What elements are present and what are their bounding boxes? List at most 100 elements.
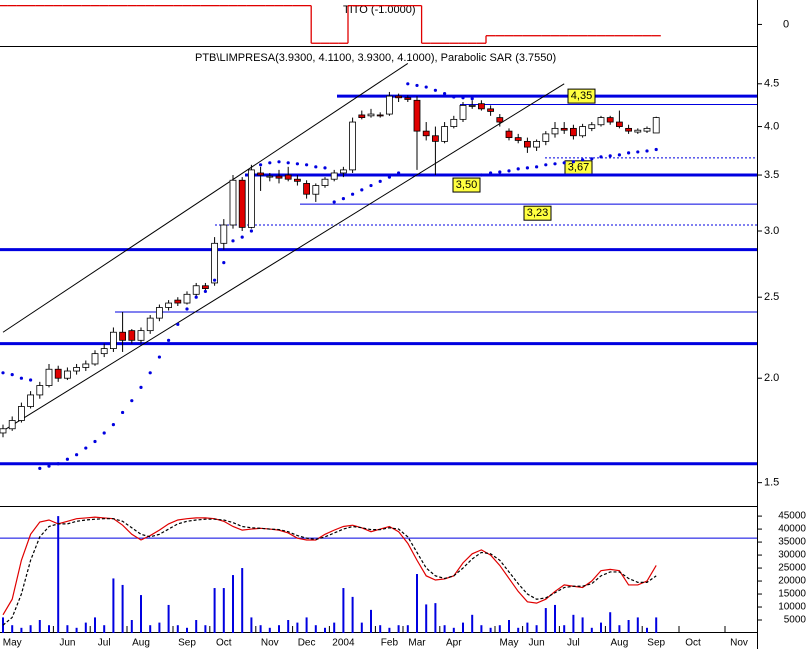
level-label: 3,23 bbox=[523, 205, 552, 221]
volume-bar bbox=[314, 625, 317, 633]
volume-bar bbox=[186, 627, 188, 633]
x-tick-label: Aug bbox=[132, 638, 150, 649]
sar-dot bbox=[590, 157, 594, 161]
y-tick-label: 0 bbox=[783, 18, 789, 30]
candle-body bbox=[73, 367, 80, 372]
volume-bar bbox=[29, 625, 32, 633]
x-tick-label: Aug bbox=[611, 638, 629, 649]
volume-bar bbox=[296, 622, 299, 633]
sar-dot bbox=[636, 150, 640, 154]
y-tick-label: 5000 bbox=[784, 615, 807, 626]
volume-bar bbox=[342, 588, 345, 633]
candle-body bbox=[579, 126, 586, 137]
candle-body bbox=[220, 224, 228, 244]
candle-body bbox=[8, 420, 16, 430]
sar-dot bbox=[627, 151, 631, 155]
sar-dot bbox=[323, 166, 327, 170]
sar-dot bbox=[157, 355, 161, 359]
volume-bar bbox=[655, 617, 658, 633]
volume-bar bbox=[259, 625, 262, 633]
candle-body bbox=[165, 302, 173, 308]
y-tick-label: 2.0 bbox=[764, 372, 779, 384]
sar-dot bbox=[213, 278, 217, 282]
volume-bar bbox=[434, 603, 437, 633]
x-tick-label: May bbox=[500, 638, 519, 649]
volume-bar bbox=[489, 627, 492, 633]
sar-dot bbox=[654, 147, 658, 152]
level-label-text: 3,67 bbox=[568, 162, 589, 174]
volume-bar bbox=[480, 625, 483, 633]
sar-dot bbox=[470, 97, 474, 101]
y-tick-label: 40000 bbox=[778, 524, 806, 535]
candle-body bbox=[54, 368, 62, 379]
volume-bar bbox=[232, 575, 234, 633]
candle-body bbox=[358, 114, 366, 118]
candle-body bbox=[128, 330, 136, 341]
volume-bar bbox=[627, 620, 630, 633]
candle-body bbox=[82, 363, 90, 368]
oscillator-line bbox=[2, 516, 657, 616]
x-tick-label: Oct bbox=[216, 638, 232, 649]
candle-body bbox=[27, 394, 35, 407]
candle-body bbox=[110, 331, 117, 349]
trend-line bbox=[2, 62, 409, 333]
candle-body bbox=[155, 307, 163, 319]
x-tick-label: Sep bbox=[178, 638, 196, 649]
sar-dot bbox=[507, 169, 511, 173]
volume-bar bbox=[268, 627, 271, 633]
volume-bar bbox=[38, 620, 41, 633]
sar-dot bbox=[194, 295, 198, 299]
sar-dot bbox=[295, 162, 299, 166]
candle-body bbox=[496, 117, 504, 123]
volume-bar bbox=[544, 608, 547, 633]
sar-dot bbox=[240, 235, 244, 239]
sar-dot bbox=[397, 171, 401, 175]
volume-bar bbox=[600, 622, 602, 633]
volume-bar bbox=[563, 625, 566, 633]
x-tick-label: Nov bbox=[730, 638, 748, 649]
volume-bar bbox=[241, 568, 244, 633]
candle-body bbox=[201, 285, 209, 289]
candle-body bbox=[441, 126, 449, 142]
candle-body bbox=[238, 179, 246, 228]
candle-body bbox=[303, 183, 311, 195]
x-tick-label: Mar bbox=[408, 638, 426, 649]
volume-bar bbox=[416, 574, 418, 633]
volume-bar bbox=[406, 625, 409, 633]
candle-body bbox=[477, 103, 485, 110]
candle-body bbox=[91, 353, 99, 365]
candle-body bbox=[284, 174, 292, 180]
volume-bar bbox=[250, 617, 253, 633]
volume-bar bbox=[149, 625, 152, 633]
candle-body bbox=[542, 133, 550, 142]
sar-dot bbox=[139, 385, 143, 389]
sar-dot bbox=[65, 457, 69, 461]
x-tick-label: Dec bbox=[298, 638, 316, 649]
x-tick-label: Jul bbox=[567, 638, 580, 649]
sar-dot bbox=[121, 410, 125, 415]
sar-dot bbox=[10, 372, 14, 377]
y-tick-label: 1.5 bbox=[764, 477, 779, 489]
sar-dot bbox=[93, 439, 97, 444]
volume-bar bbox=[370, 609, 372, 633]
y-tick-label: 3.0 bbox=[764, 225, 779, 237]
volume-bar bbox=[278, 625, 280, 633]
candle-body bbox=[597, 117, 605, 126]
volume-bar bbox=[84, 622, 87, 633]
volume-bar bbox=[636, 617, 639, 633]
level-label-box bbox=[567, 88, 596, 104]
y-tick-label: 45000 bbox=[778, 511, 806, 522]
x-tick-label: Apr bbox=[446, 638, 462, 649]
sar-dot bbox=[498, 170, 502, 174]
candle-body bbox=[119, 331, 126, 341]
sar-dot bbox=[314, 165, 318, 169]
candle-body bbox=[431, 135, 439, 142]
y-tick-label: 20000 bbox=[778, 576, 806, 587]
candle-body bbox=[247, 169, 255, 228]
sar-dot bbox=[516, 167, 520, 171]
candle-body bbox=[192, 285, 200, 295]
candle-body bbox=[137, 330, 145, 341]
sar-dot bbox=[167, 338, 171, 342]
candle-body bbox=[100, 348, 108, 355]
